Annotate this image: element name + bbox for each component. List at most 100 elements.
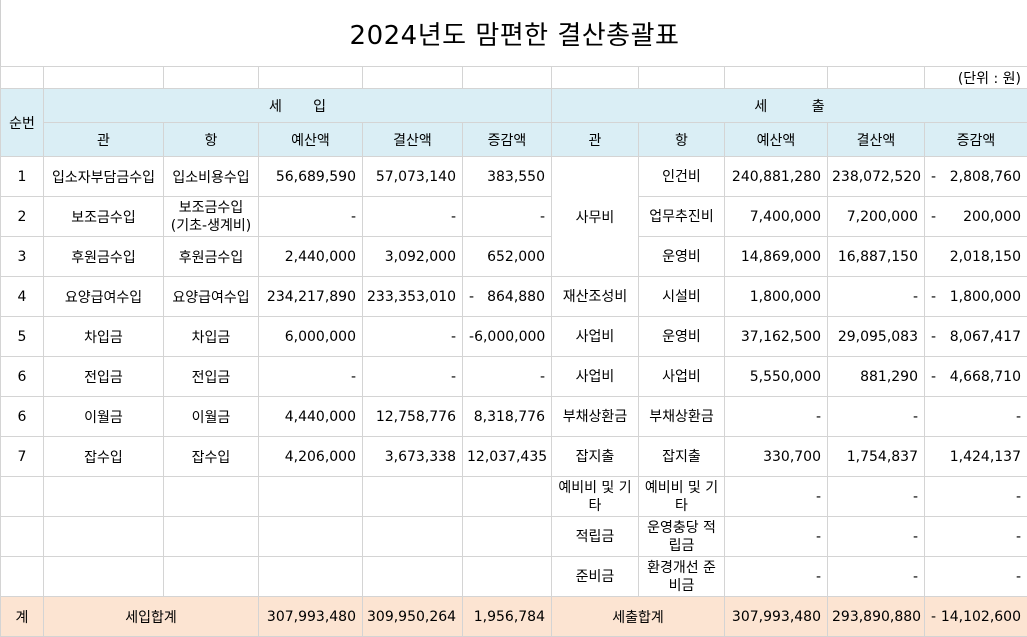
negative-sign: -: [929, 169, 936, 185]
negative-sign: -: [929, 329, 936, 345]
empty-cell: [1, 557, 44, 597]
expense-budget: 14,869,000: [725, 237, 828, 277]
header-income-hang: 항: [164, 123, 259, 157]
settlement-table: (단위 : 원) 순번 세 입 세 출 관 항 예산액 결산액 증감액 관 항 …: [0, 66, 1027, 637]
income-diff: -6,000,000: [463, 317, 552, 357]
expense-total-settle: 293,890,880: [828, 597, 925, 637]
income-settle: -: [363, 317, 463, 357]
expense-budget: -: [725, 557, 828, 597]
empty-cell: [259, 477, 363, 517]
header-income: 세 입: [44, 89, 552, 123]
expense-hang: 잡지출: [639, 437, 725, 477]
expense-diff: -: [925, 557, 1027, 597]
income-settle: 233,353,010: [363, 277, 463, 317]
expense-gwan: 사무비: [552, 157, 639, 277]
expense-settle: -: [828, 277, 925, 317]
expense-gwan: 사업비: [552, 357, 639, 397]
value: 200,000: [963, 209, 1021, 225]
expense-diff: -: [925, 517, 1027, 557]
income-budget: -: [259, 357, 363, 397]
expense-budget: 240,881,280: [725, 157, 828, 197]
expense-gwan: 준비금: [552, 557, 639, 597]
income-hang: 요양급여수입: [164, 277, 259, 317]
expense-hang: 환경개선 준비금: [639, 557, 725, 597]
value: 864,880: [487, 289, 545, 305]
expense-hang: 인건비: [639, 157, 725, 197]
expense-settle: -: [828, 517, 925, 557]
expense-diff: -4,668,710: [925, 357, 1027, 397]
header-expense-settle: 결산액: [828, 123, 925, 157]
empty-cell: [363, 477, 463, 517]
expense-diff: -1,800,000: [925, 277, 1027, 317]
expense-hang: 운영비: [639, 317, 725, 357]
income-diff: 12,037,435: [463, 437, 552, 477]
expense-hang: 운영비: [639, 237, 725, 277]
income-budget: -: [259, 197, 363, 237]
empty-cell: [363, 557, 463, 597]
expense-settle: 1,754,837: [828, 437, 925, 477]
income-budget: 56,689,590: [259, 157, 363, 197]
income-diff: 383,550: [463, 157, 552, 197]
income-budget: 4,206,000: [259, 437, 363, 477]
empty-cell: [259, 557, 363, 597]
header-expense-diff: 증감액: [925, 123, 1027, 157]
value: 6,000,000: [474, 329, 545, 345]
income-hang: 입소비용수입: [164, 157, 259, 197]
row-no: 3: [1, 237, 44, 277]
income-diff: 652,000: [463, 237, 552, 277]
expense-gwan: 재산조성비: [552, 277, 639, 317]
header-expense-budget: 예산액: [725, 123, 828, 157]
income-total-settle: 309,950,264: [363, 597, 463, 637]
expense-gwan: 사업비: [552, 317, 639, 357]
empty-cell: [259, 517, 363, 557]
income-diff: -864,880: [463, 277, 552, 317]
expense-settle: 29,095,083: [828, 317, 925, 357]
expense-budget: -: [725, 517, 828, 557]
row-no: 2: [1, 197, 44, 237]
income-hang: 잡수입: [164, 437, 259, 477]
empty-cell: [463, 517, 552, 557]
income-settle: -: [363, 357, 463, 397]
value: 1,800,000: [950, 289, 1021, 305]
empty-cell: [463, 557, 552, 597]
expense-settle: 7,200,000: [828, 197, 925, 237]
row-no: 4: [1, 277, 44, 317]
expense-total-diff: -14,102,600: [925, 597, 1027, 637]
expense-settle: -: [828, 397, 925, 437]
expense-budget: 7,400,000: [725, 197, 828, 237]
income-settle: 57,073,140: [363, 157, 463, 197]
value: 14,102,600: [941, 609, 1021, 625]
header-expense: 세 출: [552, 89, 1027, 123]
empty-cell: [463, 477, 552, 517]
negative-sign: -: [929, 209, 936, 225]
header-expense-hang: 항: [639, 123, 725, 157]
expense-diff: 2,018,150: [925, 237, 1027, 277]
expense-settle: -: [828, 557, 925, 597]
header-income-diff: 증감액: [463, 123, 552, 157]
row-no: 6: [1, 397, 44, 437]
expense-budget: -: [725, 477, 828, 517]
expense-diff: - 200,000: [925, 197, 1027, 237]
empty-cell: [164, 517, 259, 557]
expense-budget: -: [725, 397, 828, 437]
row-no: 5: [1, 317, 44, 357]
header-income-settle: 결산액: [363, 123, 463, 157]
row-no: 6: [1, 357, 44, 397]
header-no: 순번: [1, 89, 44, 157]
income-gwan: 보조금수입: [44, 197, 164, 237]
expense-diff: 1,424,137: [925, 437, 1027, 477]
income-diff: -: [463, 197, 552, 237]
expense-hang: 예비비 및 기타: [639, 477, 725, 517]
income-gwan: 차입금: [44, 317, 164, 357]
unit-label: (단위 : 원): [925, 67, 1027, 89]
empty-cell: [363, 517, 463, 557]
